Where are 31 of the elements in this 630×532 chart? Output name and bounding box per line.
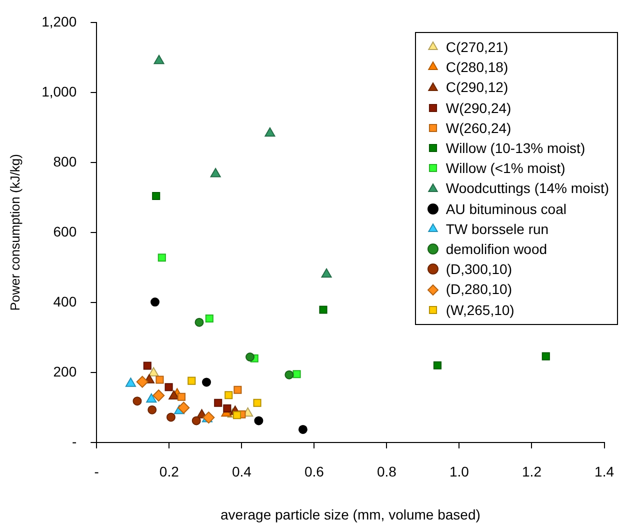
y-tick-label: 200	[53, 363, 77, 380]
x-tick-label: 1.2	[522, 464, 542, 480]
x-tick-label: 0.2	[159, 464, 180, 480]
y-tick-label: 1,000	[42, 83, 77, 100]
legend-label: Willow (10-13% moist)	[446, 139, 586, 158]
y-axis-title: Power consumption (kJ/kg)	[7, 154, 22, 311]
x-tick-label: 1.4	[594, 464, 614, 480]
x-axis-title: average particle size (mm, volume based)	[220, 506, 480, 522]
x-tick-label: -	[94, 464, 100, 480]
legend-label: (W,265,10)	[446, 300, 514, 320]
y-tick-label: 400	[53, 293, 77, 310]
legend-label: W(290,24)	[446, 98, 512, 118]
legend-label: C(270,21)	[446, 38, 508, 57]
x-tick-label: 0.6	[304, 464, 324, 480]
x-tick-label: 0.8	[376, 464, 397, 480]
legend-label: demolifion wood	[446, 240, 548, 260]
y-tick-label: 600	[53, 223, 77, 240]
legend-label: TW borssele run	[446, 220, 549, 239]
y-tick-label: 800	[53, 153, 77, 170]
legend-label: W(260,24)	[446, 118, 512, 138]
x-tick-label: 0.4	[232, 464, 252, 480]
legend-label: C(290,12)	[446, 78, 508, 98]
legend-label: AU bituminous coal	[446, 200, 566, 219]
legend-label: Willow (<1% moist)	[446, 159, 566, 178]
legend-label: (D,280,10)	[446, 280, 512, 300]
y-tick-label: 1,200	[42, 13, 77, 30]
x-tick-label: 1.0	[449, 464, 470, 480]
legend-label: C(280,18)	[446, 58, 508, 78]
y-tick-label: -	[72, 433, 77, 450]
legend-label: (D,300,10)	[446, 260, 512, 280]
legend-label: Woodcuttings (14% moist)	[446, 179, 609, 198]
